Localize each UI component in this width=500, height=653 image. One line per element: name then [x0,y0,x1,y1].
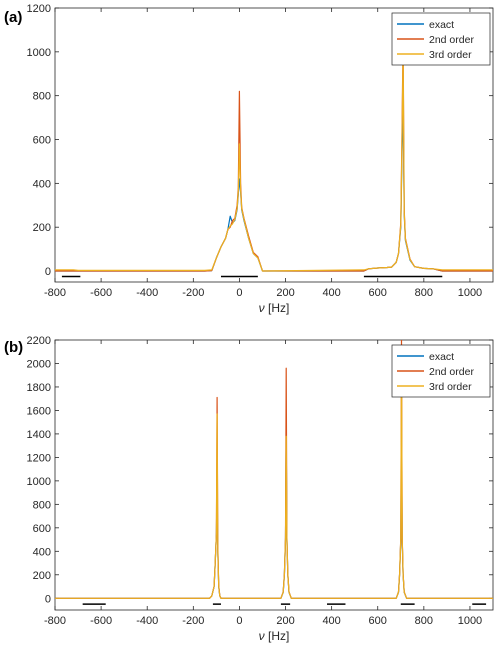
plot-area [55,38,493,272]
x-tick-label: 600 [369,615,387,627]
legend-entry: exact [429,19,454,31]
y-tick-label: 1000 [27,476,51,488]
x-tick-label: 1000 [458,287,482,299]
y-tick-label: 1000 [27,47,51,59]
x-tick-label: -600 [90,615,112,627]
x-tick-label: 200 [276,287,294,299]
y-tick-label: 0 [45,593,51,605]
x-tick-label: -200 [182,287,204,299]
legend: exact 2nd order 3rd order [391,12,491,66]
x-tick-label: 600 [369,287,387,299]
series-line-3rd-order [55,51,493,272]
panel-a: (a) -800 -600 -400 -200 0 200 400 600 800 1000 0 200… [4,3,494,315]
x-tick-label: 0 [236,615,242,627]
y-tick-label: 800 [33,499,51,511]
x-tick-label: -200 [182,615,204,627]
y-tick-label: 200 [33,222,51,234]
x-tick-label: -600 [90,287,112,299]
x-tick-label: 800 [415,615,433,627]
panel-b: (b) -800 -600 -400 -200 0 200 400 600 800 1000 0 200… [4,335,494,643]
x-tick-label: 1000 [458,615,482,627]
y-tick-label: 400 [33,178,51,190]
legend-entry: 2nd order [429,34,474,46]
y-tick-label: 800 [33,91,51,103]
x-tick-label: -800 [44,615,66,627]
legend-entry: 3rd order [429,381,472,393]
y-tick-label: 600 [33,135,51,147]
y-tick-label: 400 [33,546,51,558]
y-tick-label: 200 [33,570,51,582]
y-tick-label: 1600 [27,405,51,417]
panel-label: (a) [4,9,22,26]
legend-entry: 2nd order [429,366,474,378]
panel-label: (b) [4,339,23,356]
x-tick-label: 0 [236,287,242,299]
y-tick-label: 2200 [27,335,51,347]
y-tick-label: 0 [45,266,51,278]
legend-entry: exact [429,351,454,363]
x-axis-label: ν [Hz] [259,301,290,315]
y-tick-label: 1200 [27,3,51,15]
legend-entry: 3rd order [429,49,472,61]
y-tick-label: 1400 [27,429,51,441]
y-tick-label: 1200 [27,452,51,464]
x-tick-label: -400 [136,615,158,627]
x-tick-label: 200 [276,615,294,627]
y-tick-label: 2000 [27,358,51,370]
x-tick-label: -400 [136,287,158,299]
y-tick-label: 600 [33,523,51,535]
x-tick-label: 400 [322,287,340,299]
x-axis-label: ν [Hz] [259,629,290,643]
y-tick-label: 1800 [27,382,51,394]
legend: exact 2nd order 3rd order [391,344,491,398]
x-tick-label: 400 [322,615,340,627]
x-tick-label: -800 [44,287,66,299]
x-tick-label: 800 [415,287,433,299]
